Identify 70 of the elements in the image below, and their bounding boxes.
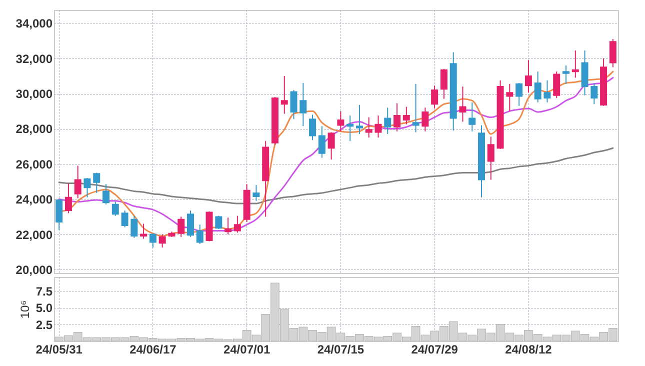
candlestick (158, 234, 166, 248)
y-tick-label: 28,000 (16, 122, 53, 136)
candlestick (459, 86, 466, 122)
y-tick-label: 26,000 (16, 157, 53, 172)
y-axis-title: 10⁶ (18, 300, 32, 319)
candlestick (64, 182, 72, 214)
y-tick-label: 22,000 (16, 228, 53, 242)
candlestick (394, 102, 401, 132)
candlestick (412, 83, 420, 133)
candlestick (215, 215, 222, 230)
candlestick (516, 82, 523, 106)
candlestick (140, 223, 148, 240)
x-tick-label: 24/08/12 (505, 342, 552, 356)
candlestick (553, 71, 560, 98)
candlestick (524, 60, 532, 94)
candlestick (544, 80, 551, 103)
candlestick (121, 210, 128, 228)
y-tick-label: 32,000 (16, 52, 53, 66)
candlestick (562, 64, 570, 84)
candlestick (534, 71, 542, 103)
candlestick (84, 178, 91, 198)
x-tick-label: 24/07/29 (411, 342, 458, 356)
candlestick (318, 126, 326, 158)
x-tick-label: 24/07/15 (317, 342, 364, 356)
candlestick (178, 216, 185, 238)
x-tick-label: 24/07/01 (223, 342, 270, 356)
candlestick (337, 110, 344, 132)
candlestick (402, 106, 410, 125)
candlestick (431, 85, 438, 110)
candlestick (346, 115, 354, 142)
y-tick-label: 5.0 (36, 301, 53, 316)
candlestick (384, 107, 392, 135)
candlestick (440, 68, 448, 100)
line-series (58, 147, 614, 204)
candlestick (112, 201, 119, 216)
candlestick (56, 198, 63, 230)
candlestick (609, 38, 616, 68)
y-tick-label: 2.5 (36, 318, 53, 332)
candlestick (149, 232, 156, 248)
candlestick (590, 82, 598, 105)
y-tick-label: 7.5 (36, 284, 53, 298)
candlestick (93, 172, 100, 194)
candlestick (234, 215, 241, 234)
candlestick (328, 132, 335, 160)
candlestick (422, 107, 429, 132)
candlestick (506, 83, 514, 112)
candlestick (102, 184, 110, 205)
candlestick (309, 114, 316, 141)
candlestick (300, 82, 307, 127)
candlestick (487, 136, 494, 180)
candlestick (365, 116, 372, 138)
candlestick (290, 90, 298, 120)
y-tick-label: 30,000 (16, 87, 53, 102)
y-tick-label: 20,000 (16, 262, 53, 277)
candlestick (74, 165, 82, 199)
candlestick (186, 210, 194, 238)
candlestick (356, 104, 363, 135)
candlestick (224, 217, 232, 235)
candlestick (196, 224, 204, 244)
candlestick (374, 115, 382, 138)
candlestick (581, 50, 588, 96)
y-tick-label: 34,000 (16, 16, 53, 31)
candlestick (280, 75, 288, 114)
x-tick-label: 24/06/17 (130, 342, 177, 356)
y-tick-label: 24,000 (16, 192, 53, 207)
candlestick (252, 184, 260, 202)
candlestick (468, 102, 476, 132)
candlestick (130, 215, 138, 238)
candlestick (572, 50, 579, 78)
x-tick-label: 24/05/31 (36, 342, 83, 356)
